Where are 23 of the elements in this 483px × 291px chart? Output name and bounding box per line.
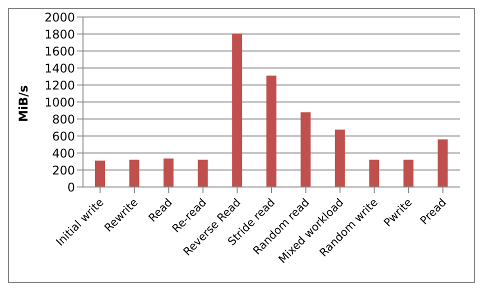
bar [164,158,174,187]
bar [198,160,208,187]
bar [266,76,276,187]
y-tick-label: 1600 [44,44,75,58]
bar [438,139,448,187]
y-tick-label: 1000 [44,95,75,110]
bar [369,160,380,187]
y-tick-label: 1200 [44,78,75,92]
y-tick-label: 1400 [44,61,75,76]
bar [129,160,140,187]
bar [300,112,311,187]
bar [232,34,242,187]
bar [403,160,414,187]
bar [334,130,345,187]
y-tick-label: 600 [52,129,75,144]
y-tick-label: 2000 [44,10,75,24]
y-tick-label: 400 [52,146,75,160]
y-tick-label: 0 [67,180,75,194]
y-tick-label: 1800 [44,27,75,42]
y-tick-label: 800 [52,112,75,126]
y-tick-label: 200 [52,163,75,178]
y-axis-title: MiB/s [16,85,30,122]
bar [95,160,105,187]
